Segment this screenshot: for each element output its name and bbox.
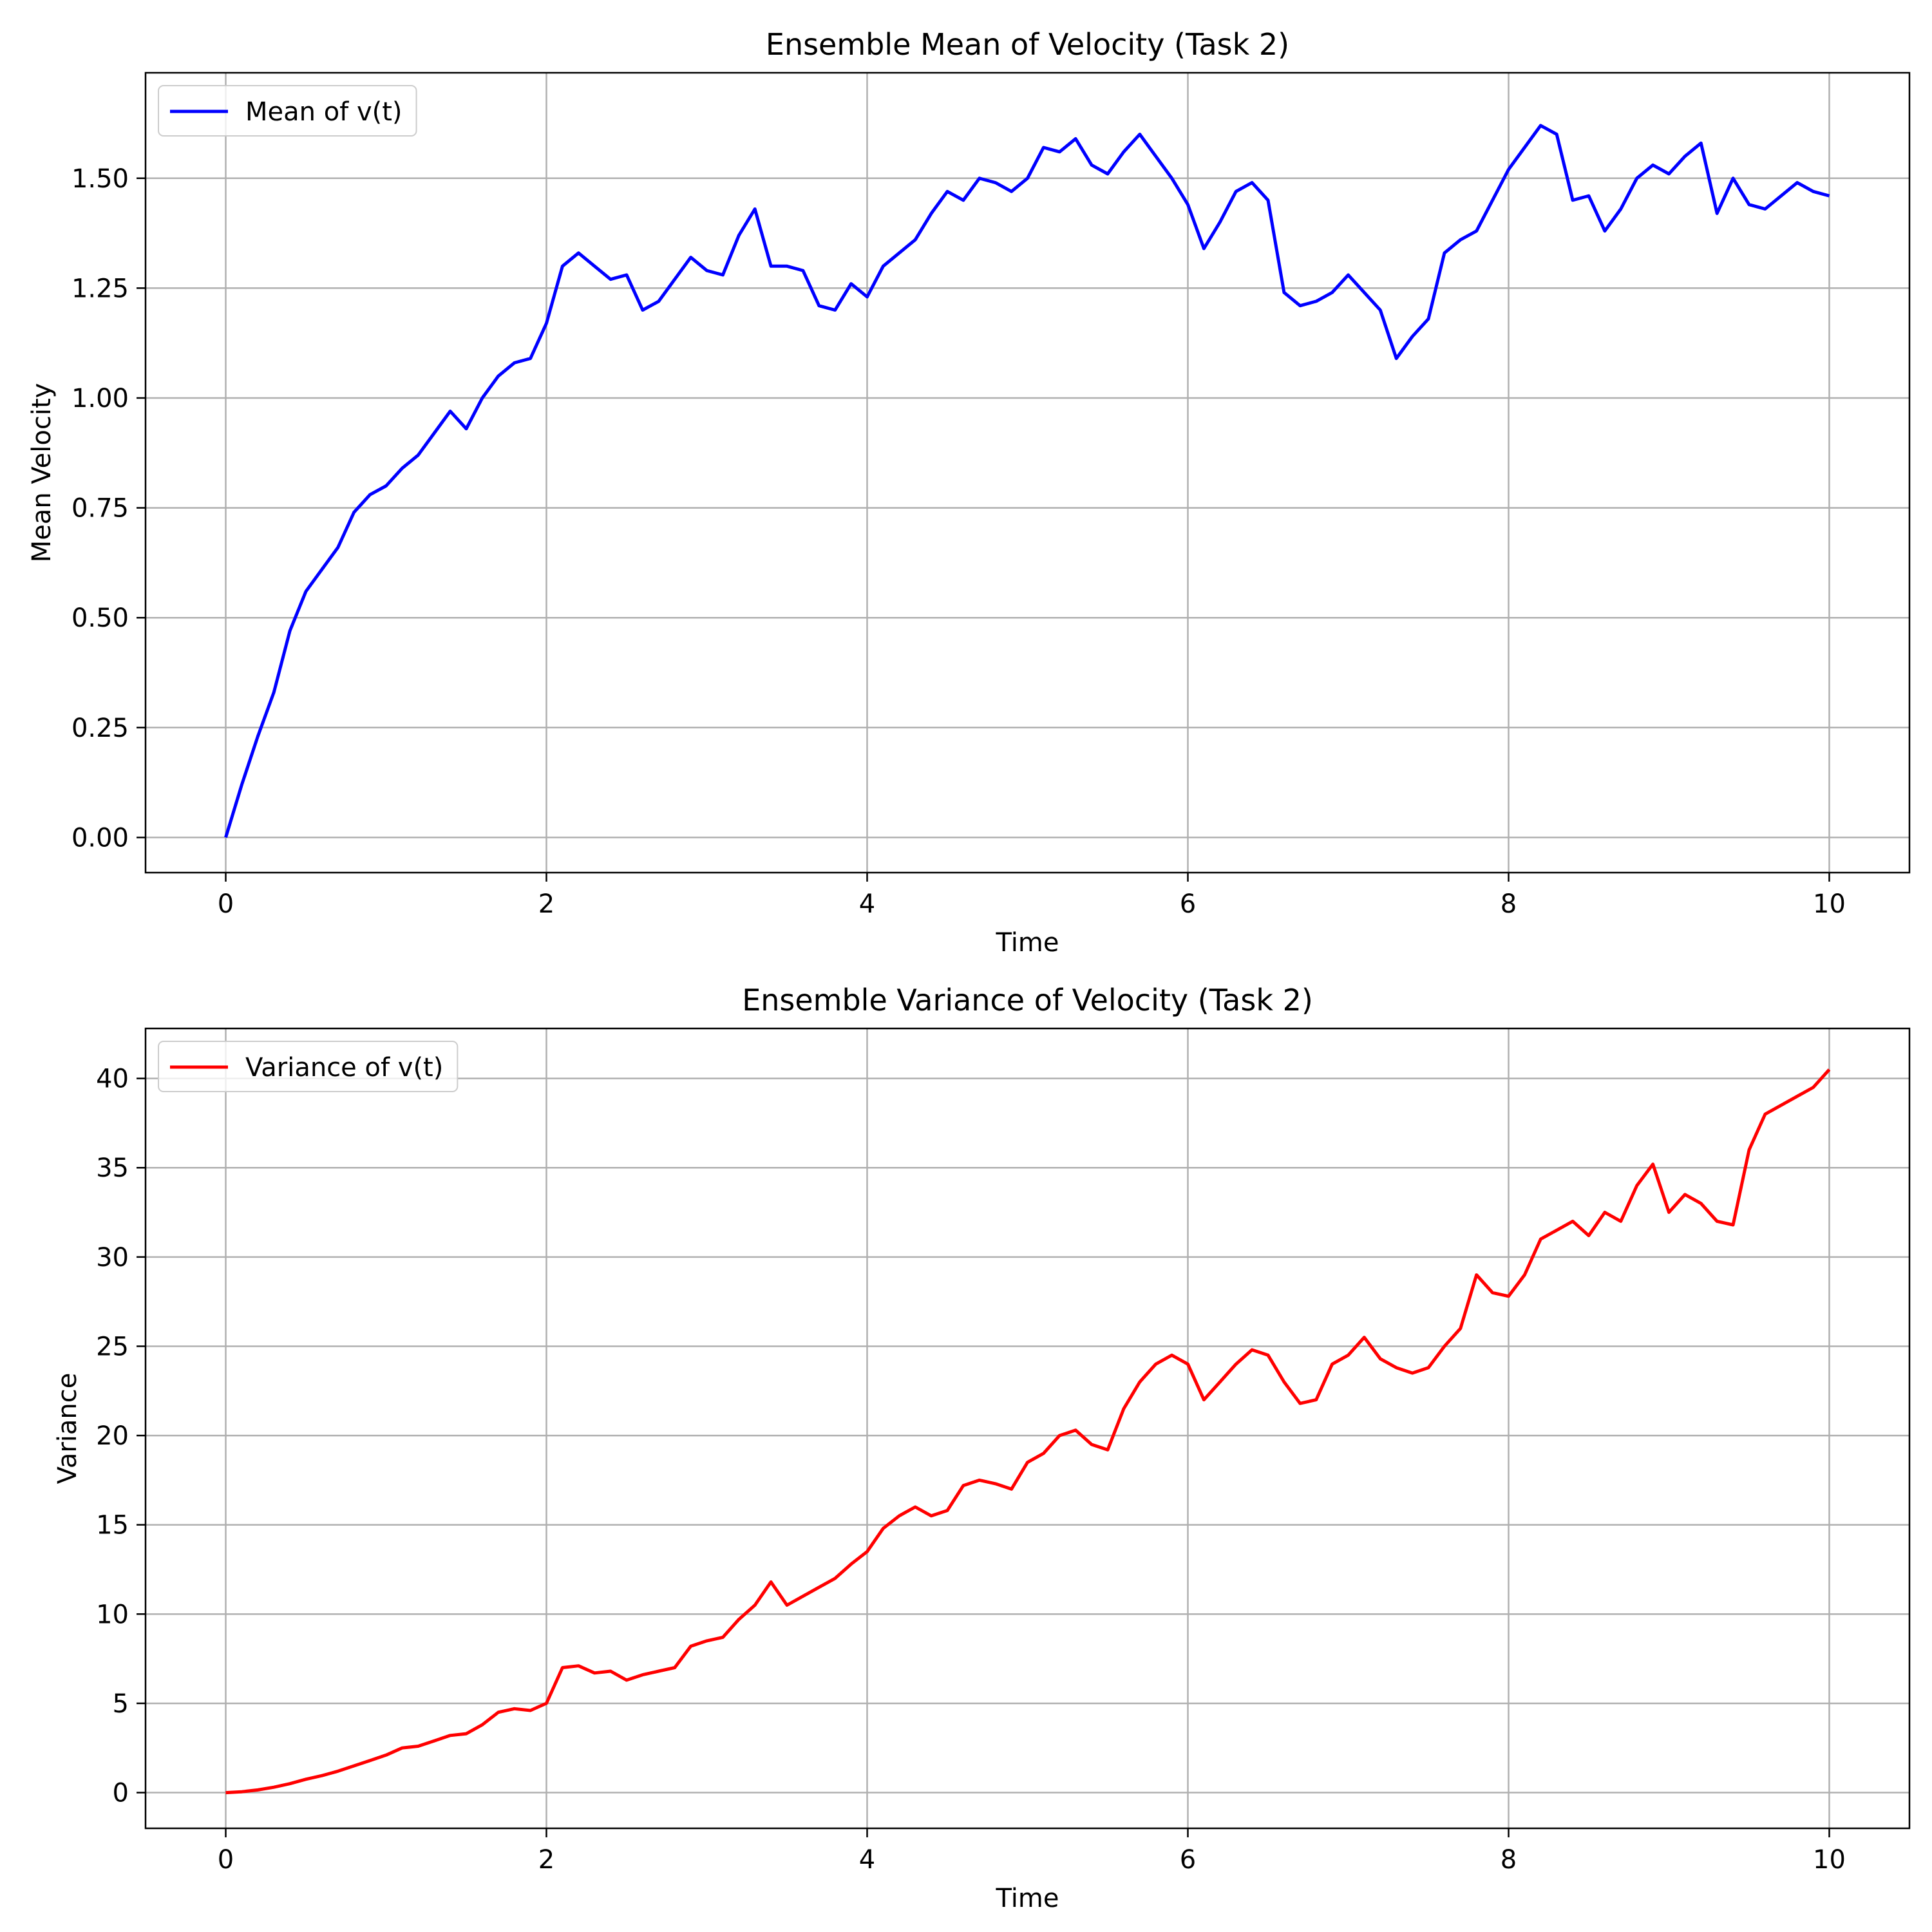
variance-chart-y-tick-label: 15 xyxy=(96,1511,129,1540)
mean-chart-x-tick-label: 2 xyxy=(538,889,554,919)
variance-chart-x-tick-label: 2 xyxy=(538,1845,554,1875)
mean-chart-legend-box xyxy=(158,85,417,137)
mean-chart-x-axis-label: Time xyxy=(996,928,1059,958)
variance-chart-y-tick-label: 35 xyxy=(96,1153,129,1183)
variance-chart-x-tick-label: 10 xyxy=(1813,1845,1846,1875)
variance-chart: 0 2 4 6 8 10 0 5 10 15 20 25 30 35 40 Ensemble Varianc… xyxy=(53,983,1911,1913)
mean-chart-x-tick-label: 6 xyxy=(1180,889,1196,919)
mean-chart-axes-frame xyxy=(144,71,1911,874)
variance-chart-legend-box xyxy=(158,1041,459,1092)
variance-chart-grid xyxy=(146,1028,1909,1828)
mean-chart-series xyxy=(224,124,1830,838)
variance-chart-y-tick-label: 20 xyxy=(96,1421,129,1451)
variance-chart-x-tick-label: 6 xyxy=(1180,1845,1196,1875)
mean-chart-x-tick-label: 0 xyxy=(218,889,234,919)
variance-chart-y-tick-label: 5 xyxy=(113,1689,129,1719)
variance-chart-axes-frame xyxy=(144,1027,1911,1830)
variance-chart-y-axis-label: Variance xyxy=(53,1373,82,1484)
mean-chart-y-tick-label: 0.50 xyxy=(71,603,129,633)
mean-chart-ticks: 0 2 4 6 8 10 0.00 0.25 0.50 0.75 1.00 1.25 1.50 xyxy=(71,164,1846,919)
mean-chart-y-tick-label: 0.75 xyxy=(71,494,129,524)
mean-chart-series-line xyxy=(224,124,1830,838)
mean-chart-x-tick-label: 10 xyxy=(1813,889,1846,919)
variance-chart-legend-label: Variance of v(t) xyxy=(245,1053,443,1083)
variance-chart-y-tick-label: 40 xyxy=(96,1065,129,1094)
variance-chart-x-tick-label: 0 xyxy=(218,1845,234,1875)
variance-chart-y-tick-label: 10 xyxy=(96,1600,129,1629)
mean-chart-y-tick-label: 1.50 xyxy=(71,164,129,194)
mean-chart-y-tick-label: 0.25 xyxy=(71,714,129,743)
mean-chart-y-tick-label: 1.00 xyxy=(71,384,129,413)
variance-chart-y-tick-label: 0 xyxy=(113,1779,129,1808)
variance-chart-y-tick-label: 30 xyxy=(96,1243,129,1273)
mean-chart-y-tick-label: 0.00 xyxy=(71,823,129,853)
variance-chart-title: Ensemble Variance of Velocity (Task 2) xyxy=(742,983,1313,1018)
variance-chart-legend: Variance of v(t) xyxy=(158,1041,459,1092)
mean-chart-x-tick-label: 8 xyxy=(1501,889,1517,919)
variance-chart-x-tick-label: 8 xyxy=(1501,1845,1517,1875)
variance-chart-series xyxy=(225,1068,1831,1795)
variance-chart-x-tick-label: 4 xyxy=(859,1845,875,1875)
mean-chart: 0 2 4 6 8 10 0.00 0.25 0.50 0.75 1.00 1.25 1.50 Ense… xyxy=(27,27,1911,958)
mean-chart-title: Ensemble Mean of Velocity (Task 2) xyxy=(766,27,1289,62)
mean-chart-y-tick-label: 1.25 xyxy=(71,274,129,303)
mean-chart-legend-label: Mean of v(t) xyxy=(245,97,402,127)
mean-chart-x-tick-label: 4 xyxy=(859,889,875,919)
mean-chart-legend: Mean of v(t) xyxy=(158,85,417,137)
mean-chart-y-axis-label: Mean Velocity xyxy=(27,383,57,563)
variance-chart-series-line xyxy=(225,1068,1831,1795)
variance-chart-x-axis-label: Time xyxy=(996,1884,1059,1913)
variance-chart-y-tick-label: 25 xyxy=(96,1332,129,1361)
variance-chart-ticks: 0 2 4 6 8 10 0 5 10 15 20 25 30 35 40 xyxy=(96,1065,1846,1875)
